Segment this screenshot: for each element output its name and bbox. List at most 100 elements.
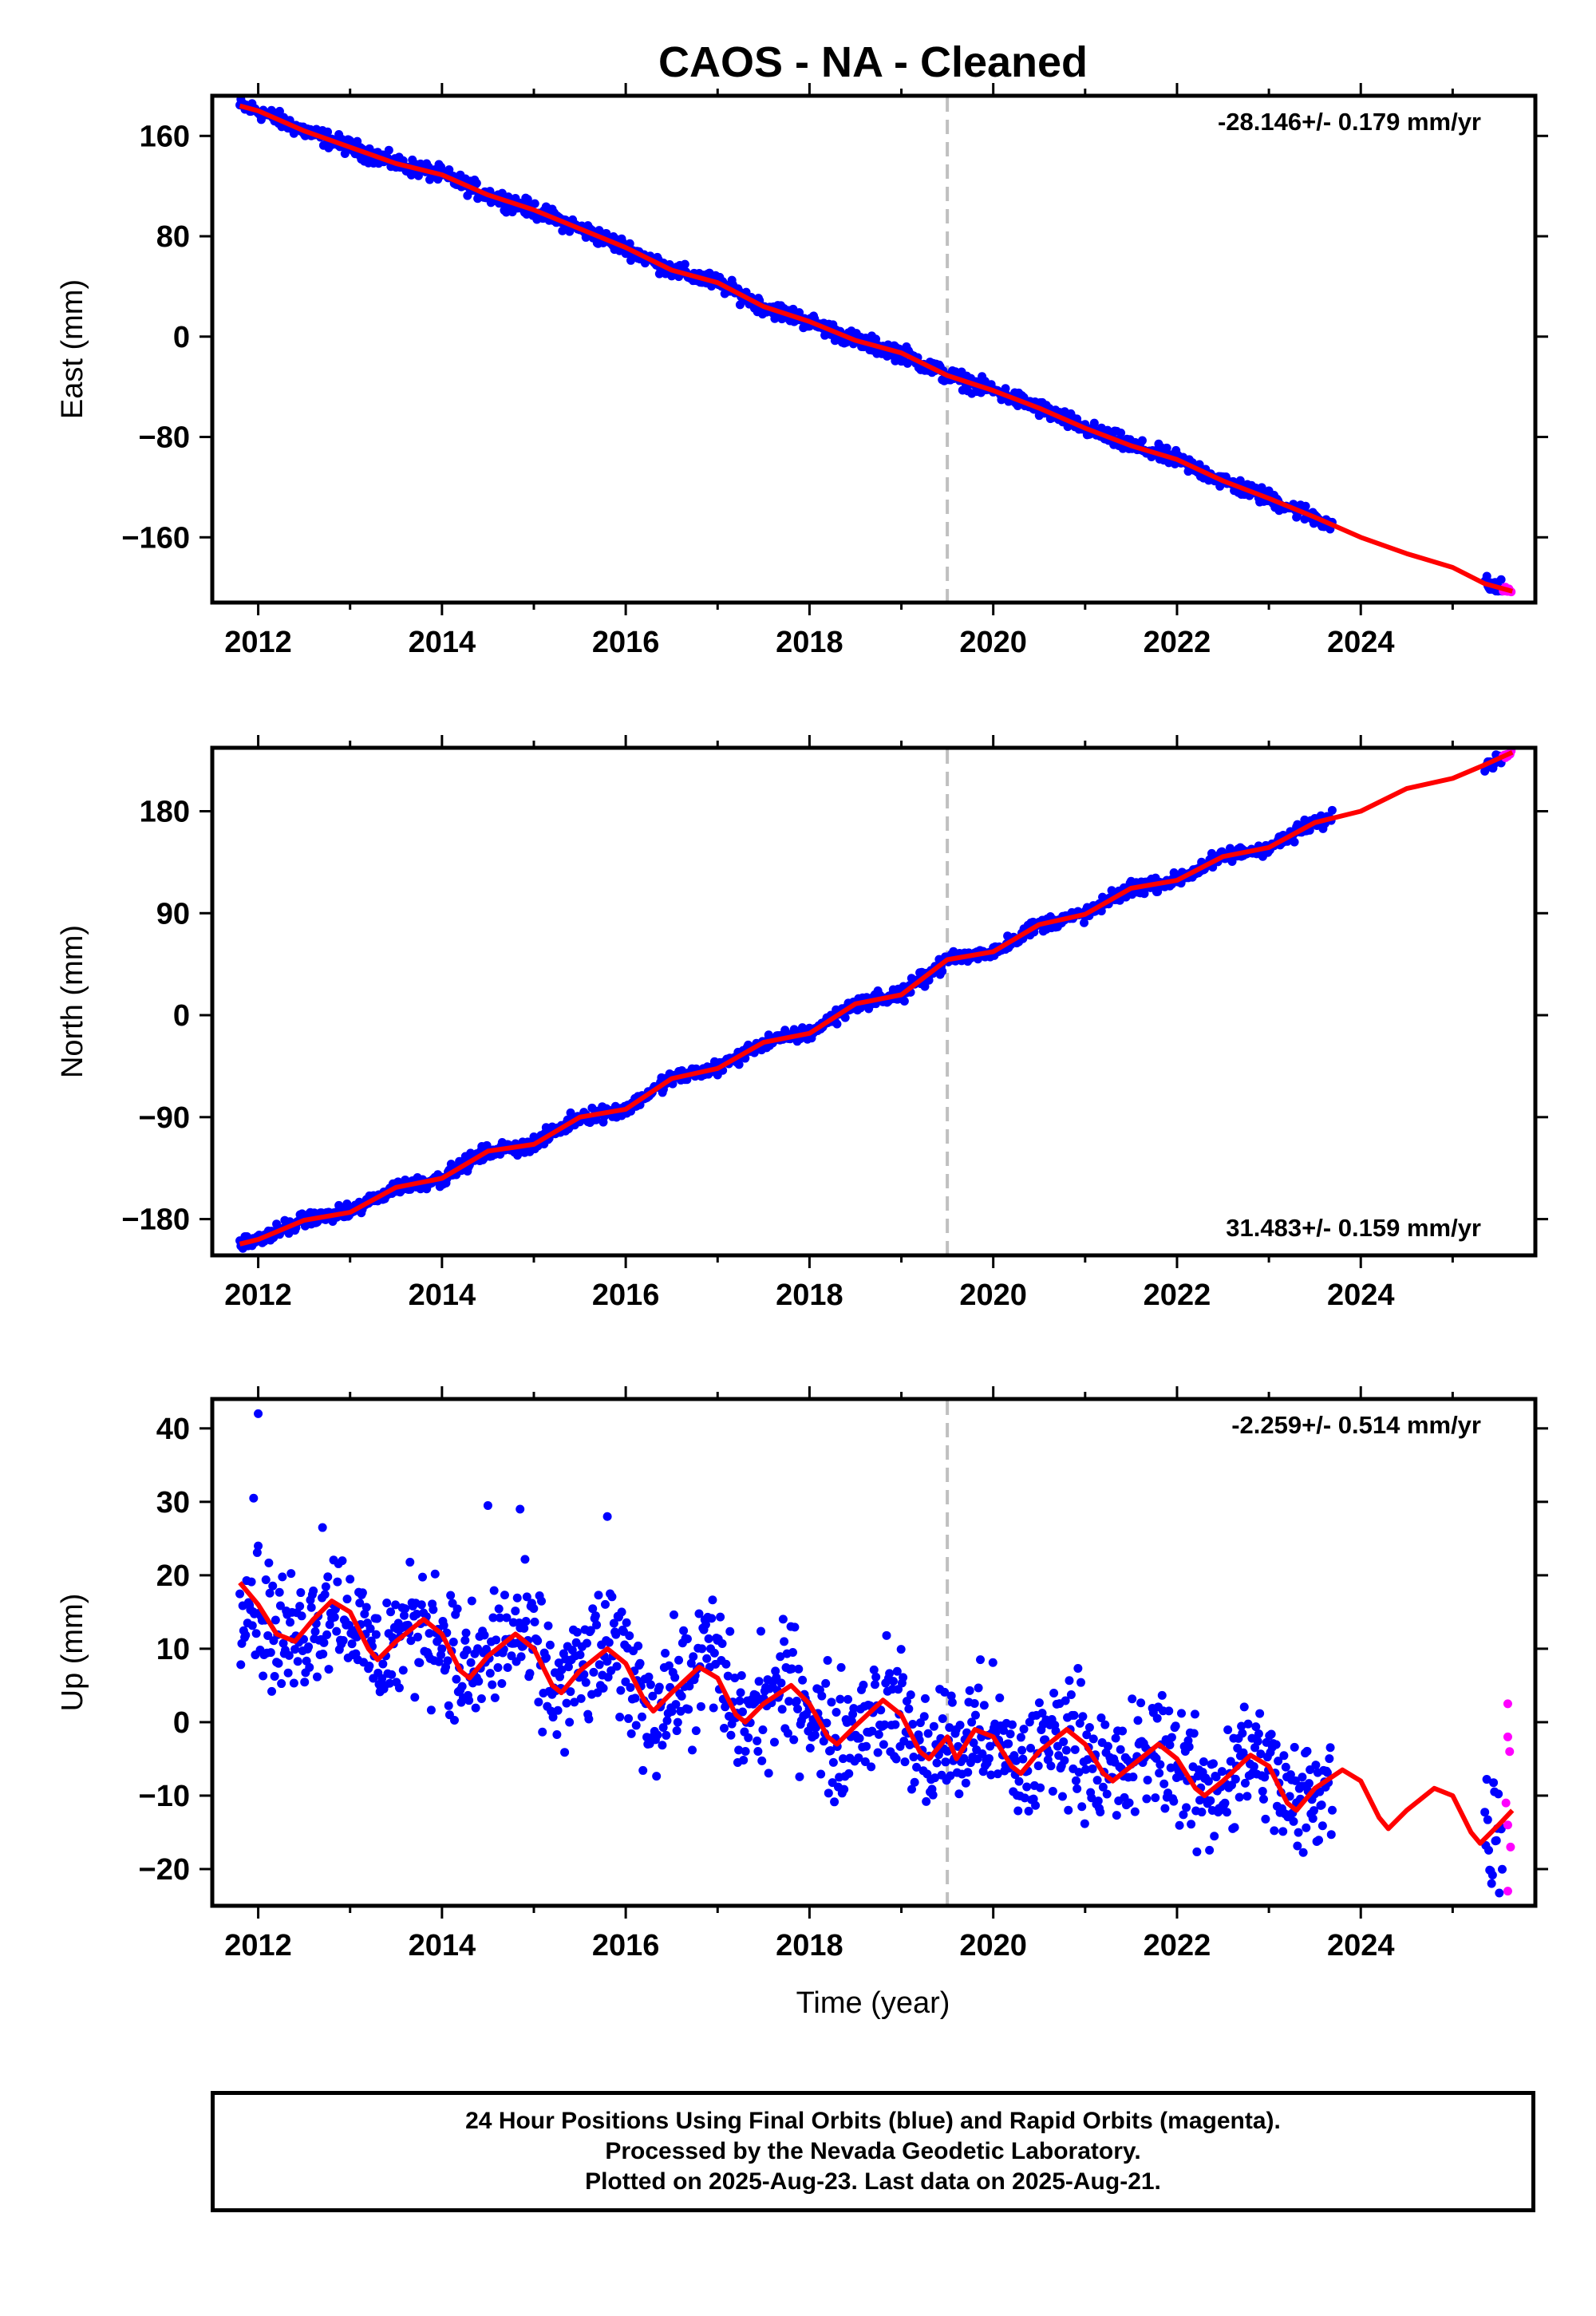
up-obs-point bbox=[553, 1705, 563, 1715]
up-obs-point bbox=[358, 1588, 367, 1598]
north-model-line bbox=[239, 749, 1514, 1247]
up-obs-point bbox=[1024, 1806, 1033, 1816]
up-obs-point bbox=[572, 1627, 582, 1637]
up-obs-point bbox=[530, 1617, 539, 1626]
up-obs-point bbox=[401, 1604, 410, 1614]
up-obs-point bbox=[787, 1664, 796, 1674]
up-panel: 2012 2014 2016 2018 2020 2022 2024 40 30 20 10 0 −10… bbox=[56, 1386, 1548, 1962]
up-obs-point bbox=[1256, 1749, 1266, 1759]
east-data bbox=[235, 96, 1516, 597]
up-obs-point bbox=[677, 1691, 686, 1701]
up-x-tick-label: 2016 bbox=[592, 1929, 660, 1962]
up-obs-point bbox=[588, 1604, 598, 1614]
up-obs-point bbox=[737, 1670, 746, 1680]
east-x-tick-label: 2022 bbox=[1144, 626, 1211, 659]
east-obs-point bbox=[1089, 418, 1099, 428]
up-obs-point bbox=[771, 1666, 780, 1676]
up-obs-point bbox=[719, 1724, 729, 1733]
up-obs-point bbox=[466, 1658, 476, 1667]
up-obs-point bbox=[1176, 1709, 1186, 1718]
up-obs-point bbox=[855, 1733, 864, 1743]
footer-line-3: Plotted on 2025-Aug-23. Last data on 202… bbox=[585, 2168, 1161, 2195]
up-obs-point bbox=[347, 1639, 357, 1649]
up-obs-point bbox=[344, 1620, 354, 1630]
up-obs-point bbox=[783, 1729, 792, 1738]
up-obs-point bbox=[332, 1626, 342, 1636]
up-obs-point bbox=[1054, 1751, 1064, 1761]
north-x-tick-label: 2018 bbox=[776, 1279, 843, 1312]
up-obs-point bbox=[1059, 1737, 1069, 1747]
east-obs-point bbox=[1496, 575, 1506, 584]
up-obs-point bbox=[1098, 1782, 1108, 1792]
up-obs-point bbox=[1195, 1796, 1205, 1805]
up-obs-point bbox=[511, 1607, 520, 1616]
up-obs-point bbox=[338, 1556, 347, 1566]
chart-title: CAOS - NA - Cleaned bbox=[658, 38, 1088, 86]
up-obs-point bbox=[862, 1741, 871, 1751]
up-obs-point bbox=[398, 1666, 408, 1675]
up-obs-point bbox=[1210, 1832, 1219, 1841]
up-obs-point bbox=[483, 1500, 492, 1510]
up-obs-point bbox=[1020, 1793, 1029, 1803]
up-obs-point bbox=[621, 1677, 630, 1686]
up-obs-point bbox=[1065, 1676, 1074, 1686]
east-obs-point bbox=[1162, 443, 1171, 453]
north-x-tick-label: 2022 bbox=[1144, 1279, 1211, 1312]
up-obs-point bbox=[241, 1630, 251, 1640]
up-obs-point bbox=[365, 1661, 374, 1670]
up-obs-point bbox=[1037, 1709, 1047, 1718]
up-obs-point bbox=[497, 1679, 507, 1689]
up-obs-point bbox=[1483, 1815, 1492, 1824]
up-obs-point bbox=[457, 1682, 467, 1691]
up-obs-point bbox=[1311, 1761, 1321, 1770]
up-obs-point bbox=[595, 1660, 604, 1670]
up-obs-point bbox=[461, 1628, 471, 1638]
up-obs-point bbox=[658, 1741, 667, 1750]
up-obs-point bbox=[323, 1572, 333, 1582]
up-obs-point bbox=[836, 1694, 845, 1704]
up-x-tick-label: 2014 bbox=[409, 1929, 476, 1962]
north-y-tick-label: 180 bbox=[140, 796, 190, 829]
up-obs-point bbox=[439, 1621, 448, 1630]
east-x-tick-label: 2018 bbox=[776, 626, 843, 659]
up-obs-point bbox=[922, 1796, 931, 1806]
up-obs-point bbox=[1489, 1778, 1499, 1788]
up-obs-point bbox=[1041, 1735, 1050, 1745]
up-obs-point bbox=[406, 1636, 416, 1646]
up-obs-point bbox=[589, 1667, 598, 1677]
up-obs-point bbox=[753, 1746, 763, 1756]
east-x-tick-label: 2014 bbox=[409, 626, 476, 659]
up-obs-point bbox=[969, 1738, 978, 1748]
up-obs-point bbox=[259, 1671, 268, 1681]
east-obs-point bbox=[735, 300, 745, 310]
east-obs-point bbox=[472, 179, 481, 188]
up-obs-point bbox=[1240, 1778, 1250, 1788]
x-axis-label: Time (year) bbox=[796, 1986, 950, 2020]
up-obs-point bbox=[1100, 1720, 1110, 1729]
up-obs-point bbox=[1073, 1664, 1083, 1674]
up-obs-point bbox=[1197, 1808, 1207, 1817]
up-obs-point bbox=[757, 1626, 766, 1636]
up-obs-point bbox=[860, 1757, 870, 1767]
up-obs-point bbox=[306, 1603, 316, 1612]
up-obs-point bbox=[444, 1701, 453, 1710]
up-obs-point bbox=[1279, 1751, 1289, 1761]
up-obs-point bbox=[902, 1697, 911, 1706]
up-obs-point bbox=[664, 1661, 674, 1670]
up-obs-point bbox=[792, 1697, 801, 1706]
up-obs-point bbox=[869, 1665, 879, 1674]
up-obs-point bbox=[616, 1686, 626, 1695]
up-obs-point bbox=[947, 1697, 957, 1707]
up-obs-point bbox=[1014, 1777, 1024, 1786]
up-y-axis-label: Up (mm) bbox=[56, 1594, 89, 1712]
up-obs-point bbox=[970, 1699, 979, 1709]
up-obs-point bbox=[1164, 1706, 1174, 1716]
up-obs-point bbox=[1260, 1773, 1270, 1782]
up-obs-point bbox=[854, 1753, 863, 1763]
up-obs-point bbox=[805, 1743, 815, 1753]
up-obs-point bbox=[780, 1637, 789, 1646]
up-obs-point bbox=[1017, 1745, 1027, 1755]
up-obs-point bbox=[1136, 1698, 1146, 1708]
up-obs-point bbox=[1192, 1847, 1202, 1856]
east-obs-point bbox=[1137, 436, 1147, 445]
